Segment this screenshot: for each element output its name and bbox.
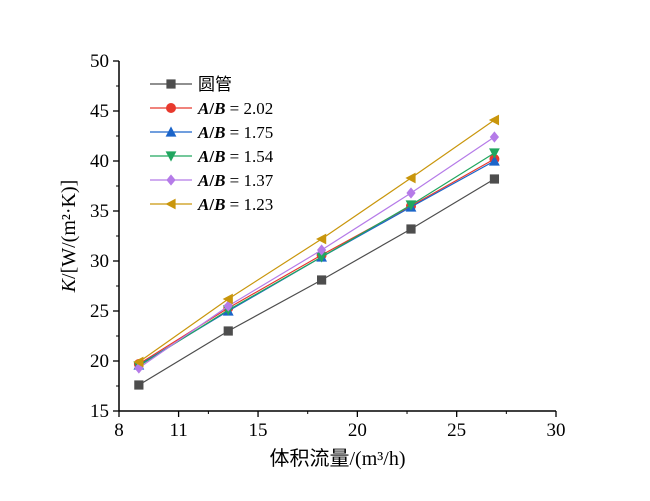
series-line-group — [133, 114, 500, 368]
series-line — [138, 119, 495, 363]
legend-item: A/B = 2.02 — [150, 99, 273, 118]
legend-label: A/B = 1.37 — [197, 171, 274, 190]
legend-label: 圆管 — [198, 75, 232, 94]
y-tick-label: 50 — [90, 51, 109, 72]
data-point — [223, 326, 233, 336]
x-tick-label: 8 — [114, 420, 124, 441]
data-point — [316, 252, 328, 263]
data-point — [316, 233, 327, 245]
data-point — [317, 244, 327, 256]
series-line — [138, 152, 495, 367]
data-point — [405, 200, 417, 211]
data-point — [134, 380, 144, 390]
legend-label: A/B = 1.75 — [197, 123, 273, 142]
legend-item: A/B = 1.54 — [150, 147, 274, 166]
data-point — [488, 114, 500, 126]
legend-item: 圆管 — [150, 75, 232, 94]
x-tick-label: 20 — [348, 420, 367, 441]
data-point — [166, 174, 176, 186]
y-tick-label: 25 — [90, 301, 109, 322]
x-axis-title: 体积流量/(m³/h) — [270, 447, 406, 470]
data-point — [489, 174, 500, 184]
legend-item: A/B = 1.23 — [150, 195, 273, 214]
y-axis-title: K/[W/(m²·K)] — [58, 180, 80, 294]
data-point — [223, 300, 233, 312]
data-point — [133, 356, 144, 368]
data-point — [405, 172, 416, 184]
y-tick-label: 35 — [90, 201, 109, 222]
y-tick-label: 45 — [90, 101, 109, 122]
x-tick-label: 25 — [447, 420, 466, 441]
series-line-group — [134, 174, 500, 390]
series-line — [138, 160, 495, 366]
data-point — [165, 126, 177, 137]
series-line — [138, 178, 495, 386]
x-tick-label: 15 — [249, 420, 268, 441]
data-point — [165, 198, 176, 210]
data-point — [489, 155, 500, 166]
x-axis-ticks: 8 11 15 20 25 30 — [114, 411, 566, 441]
y-tick-label: 30 — [90, 251, 109, 272]
data-point — [222, 293, 233, 305]
data-point — [166, 79, 176, 89]
legend-label: A/B = 1.54 — [197, 147, 274, 166]
x-tick-label: 30 — [547, 420, 566, 441]
data-point — [165, 151, 177, 162]
axes — [118, 61, 556, 412]
legend-label: A/B = 1.23 — [197, 195, 273, 214]
legend-label: A/B = 2.02 — [197, 99, 273, 118]
x-tick-label: 11 — [169, 420, 187, 441]
series-layer — [133, 114, 500, 390]
legend: 圆管 A/B = 2.02 A/B = 1.75 A/B = 1.54 A/B = 1.… — [150, 75, 274, 214]
legend-item: A/B = 1.75 — [150, 123, 273, 142]
data-point — [166, 103, 176, 113]
y-tick-label: 20 — [90, 351, 109, 372]
legend-item: A/B = 1.37 — [150, 171, 274, 190]
y-axis-ticks: 15 20 25 30 35 40 45 50 — [90, 51, 119, 422]
y-tick-label: 40 — [90, 151, 109, 172]
series-line-group — [133, 148, 500, 372]
data-point — [317, 275, 327, 285]
data-point — [489, 148, 500, 159]
data-point — [406, 224, 416, 234]
series-line-group — [134, 131, 500, 374]
data-point — [489, 131, 500, 143]
y-tick-label: 15 — [90, 401, 109, 422]
data-point — [406, 187, 416, 199]
